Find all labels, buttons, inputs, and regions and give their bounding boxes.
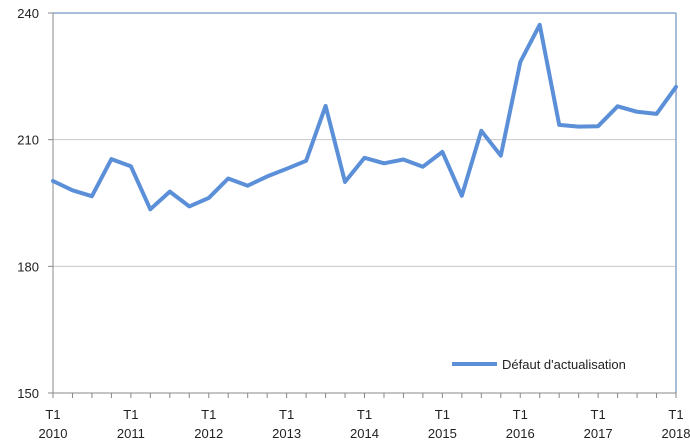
x-tick-year-label: 2012 xyxy=(194,426,223,441)
y-tick-label: 210 xyxy=(17,133,39,148)
axes xyxy=(48,12,677,398)
x-tick-quarter-label: T1 xyxy=(201,407,216,422)
y-tick-label: 240 xyxy=(17,6,39,21)
x-tick-quarter-label: T1 xyxy=(513,407,528,422)
x-tick-year-label: 2010 xyxy=(39,426,68,441)
series-layer xyxy=(51,22,678,212)
x-tick-year-label: 2011 xyxy=(117,426,145,441)
legend-label: Défaut d'actualisation xyxy=(502,357,626,372)
x-tick-quarter-label: T1 xyxy=(279,407,294,422)
x-tick-quarter-label: T1 xyxy=(357,407,372,422)
y-tick-label: 150 xyxy=(17,386,39,401)
y-tick-label: 180 xyxy=(17,259,39,274)
x-tick-quarter-label: T1 xyxy=(45,407,60,422)
x-tick-quarter-label: T1 xyxy=(591,407,606,422)
x-tick-year-label: 2015 xyxy=(428,426,457,441)
x-tick-quarter-label: T1 xyxy=(668,407,683,422)
legend: Défaut d'actualisation xyxy=(452,357,626,372)
x-tick-quarter-label: T1 xyxy=(435,407,450,422)
x-tick-year-label: 2017 xyxy=(584,426,613,441)
x-tick-year-label: 2014 xyxy=(350,426,379,441)
x-tick-year-label: 2016 xyxy=(506,426,535,441)
tick-labels: 150 180 210 240 T1 2010 T1 2011 T1 2012 T1 2013 T1 20… xyxy=(17,6,690,441)
x-tick-year-label: 2013 xyxy=(272,426,301,441)
series-line xyxy=(51,22,678,212)
x-tick-quarter-label: T1 xyxy=(123,407,138,422)
x-tick-year-label: 2018 xyxy=(662,426,690,441)
gridlines xyxy=(53,139,676,267)
